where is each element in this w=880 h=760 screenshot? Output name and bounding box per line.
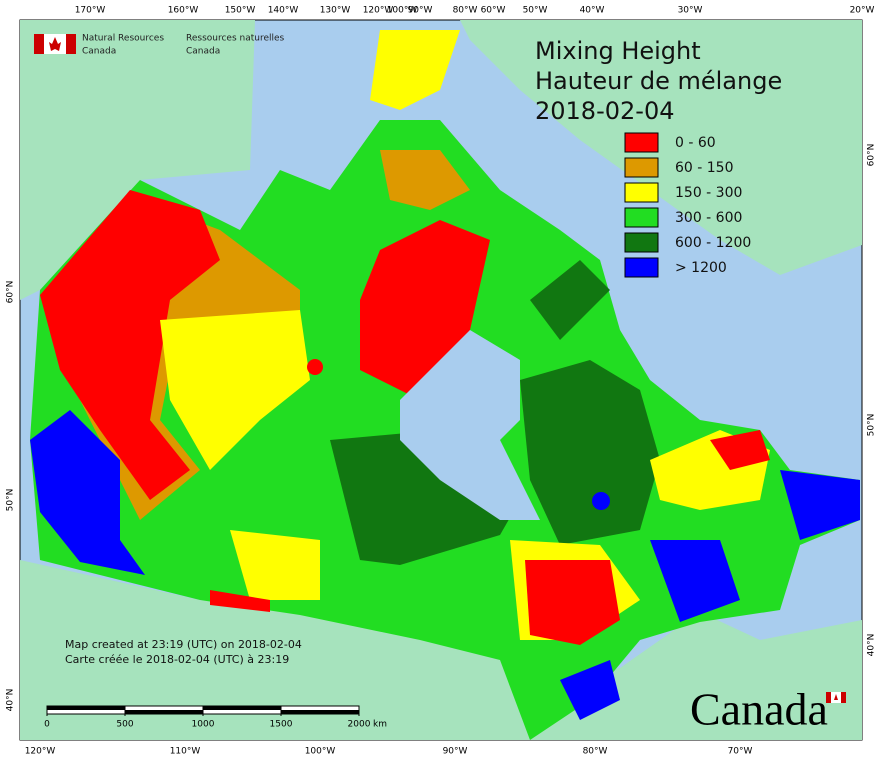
- scale-unit: km: [373, 720, 387, 730]
- legend-label: 60 - 150: [675, 160, 734, 176]
- legend-swatch: [624, 207, 659, 228]
- longitude-label: 20°W: [850, 6, 875, 16]
- longitude-label: 100°W: [305, 747, 336, 757]
- mixing-height-field: [30, 30, 860, 740]
- legend-swatch: [624, 132, 659, 153]
- latitude-label: 60°N: [867, 144, 877, 167]
- scale-segment: [281, 710, 359, 714]
- map-title: Hauteur de mélange: [535, 67, 782, 95]
- legend-swatch: [624, 157, 659, 178]
- legend-label: > 1200: [675, 260, 727, 276]
- scale-label: 1500: [270, 720, 293, 730]
- org-name-en: Canada: [82, 47, 116, 57]
- longitude-label: 80°W: [583, 747, 608, 757]
- legend-label: 600 - 1200: [675, 235, 751, 251]
- longitude-label: 150°W: [225, 6, 256, 16]
- latitude-label: 40°N: [6, 689, 16, 712]
- longitude-label: 140°W: [268, 6, 299, 16]
- scale-label: 0: [44, 720, 50, 730]
- scale-label: 500: [116, 720, 133, 730]
- creation-note: Carte créée le 2018-02-04 (UTC) à 23:19: [65, 653, 289, 666]
- org-name-fr: Canada: [186, 47, 220, 57]
- scale-segment: [125, 710, 203, 714]
- longitude-label: 120°W: [363, 6, 394, 16]
- longitude-label: 120°W: [25, 747, 56, 757]
- scale-label: 2000: [348, 720, 371, 730]
- legend-label: 300 - 600: [675, 210, 742, 226]
- longitude-label: 160°W: [168, 6, 199, 16]
- longitude-label: 40°W: [580, 6, 605, 16]
- latitude-label: 50°N: [6, 489, 16, 512]
- flag: [34, 34, 846, 703]
- longitude-label: 100°W: [387, 6, 418, 16]
- land: [20, 20, 862, 740]
- longitude-label: 90°W: [408, 6, 433, 16]
- longitude-label: 50°W: [523, 6, 548, 16]
- latitude-label: 50°N: [867, 414, 877, 437]
- canada-wordmark: Canada: [690, 684, 828, 735]
- map-frame-labels: Natural Resources Canada Ressources nature…: [6, 6, 877, 757]
- scale-segment: [47, 706, 125, 710]
- scale-label: 1000: [192, 720, 215, 730]
- legend-label: 0 - 60: [675, 135, 716, 151]
- longitude-label: 110°W: [170, 747, 201, 757]
- creation-note: Map created at 23:19 (UTC) on 2018-02-04: [65, 638, 302, 651]
- legend-swatch: [624, 232, 659, 253]
- scale-segment: [203, 706, 281, 710]
- longitude-label: 170°W: [75, 6, 106, 16]
- longitude-label: 80°W: [453, 6, 478, 16]
- longitude-label: 60°W: [481, 6, 506, 16]
- latitude-label: 40°N: [867, 634, 877, 657]
- map-title: Mixing Height: [535, 37, 701, 65]
- map-title: 2018-02-04: [535, 97, 674, 125]
- latitude-label: 60°N: [6, 281, 16, 304]
- legend-label: 150 - 300: [675, 185, 742, 201]
- longitude-label: 30°W: [678, 6, 703, 16]
- longitude-label: 90°W: [443, 747, 468, 757]
- org-name-en: Natural Resources: [82, 34, 164, 44]
- longitude-label: 130°W: [320, 6, 351, 16]
- org-name-fr: Ressources naturelles: [186, 34, 285, 44]
- legend-swatch: [624, 257, 659, 278]
- legend-swatch: [624, 182, 659, 203]
- longitude-label: 70°W: [728, 747, 753, 757]
